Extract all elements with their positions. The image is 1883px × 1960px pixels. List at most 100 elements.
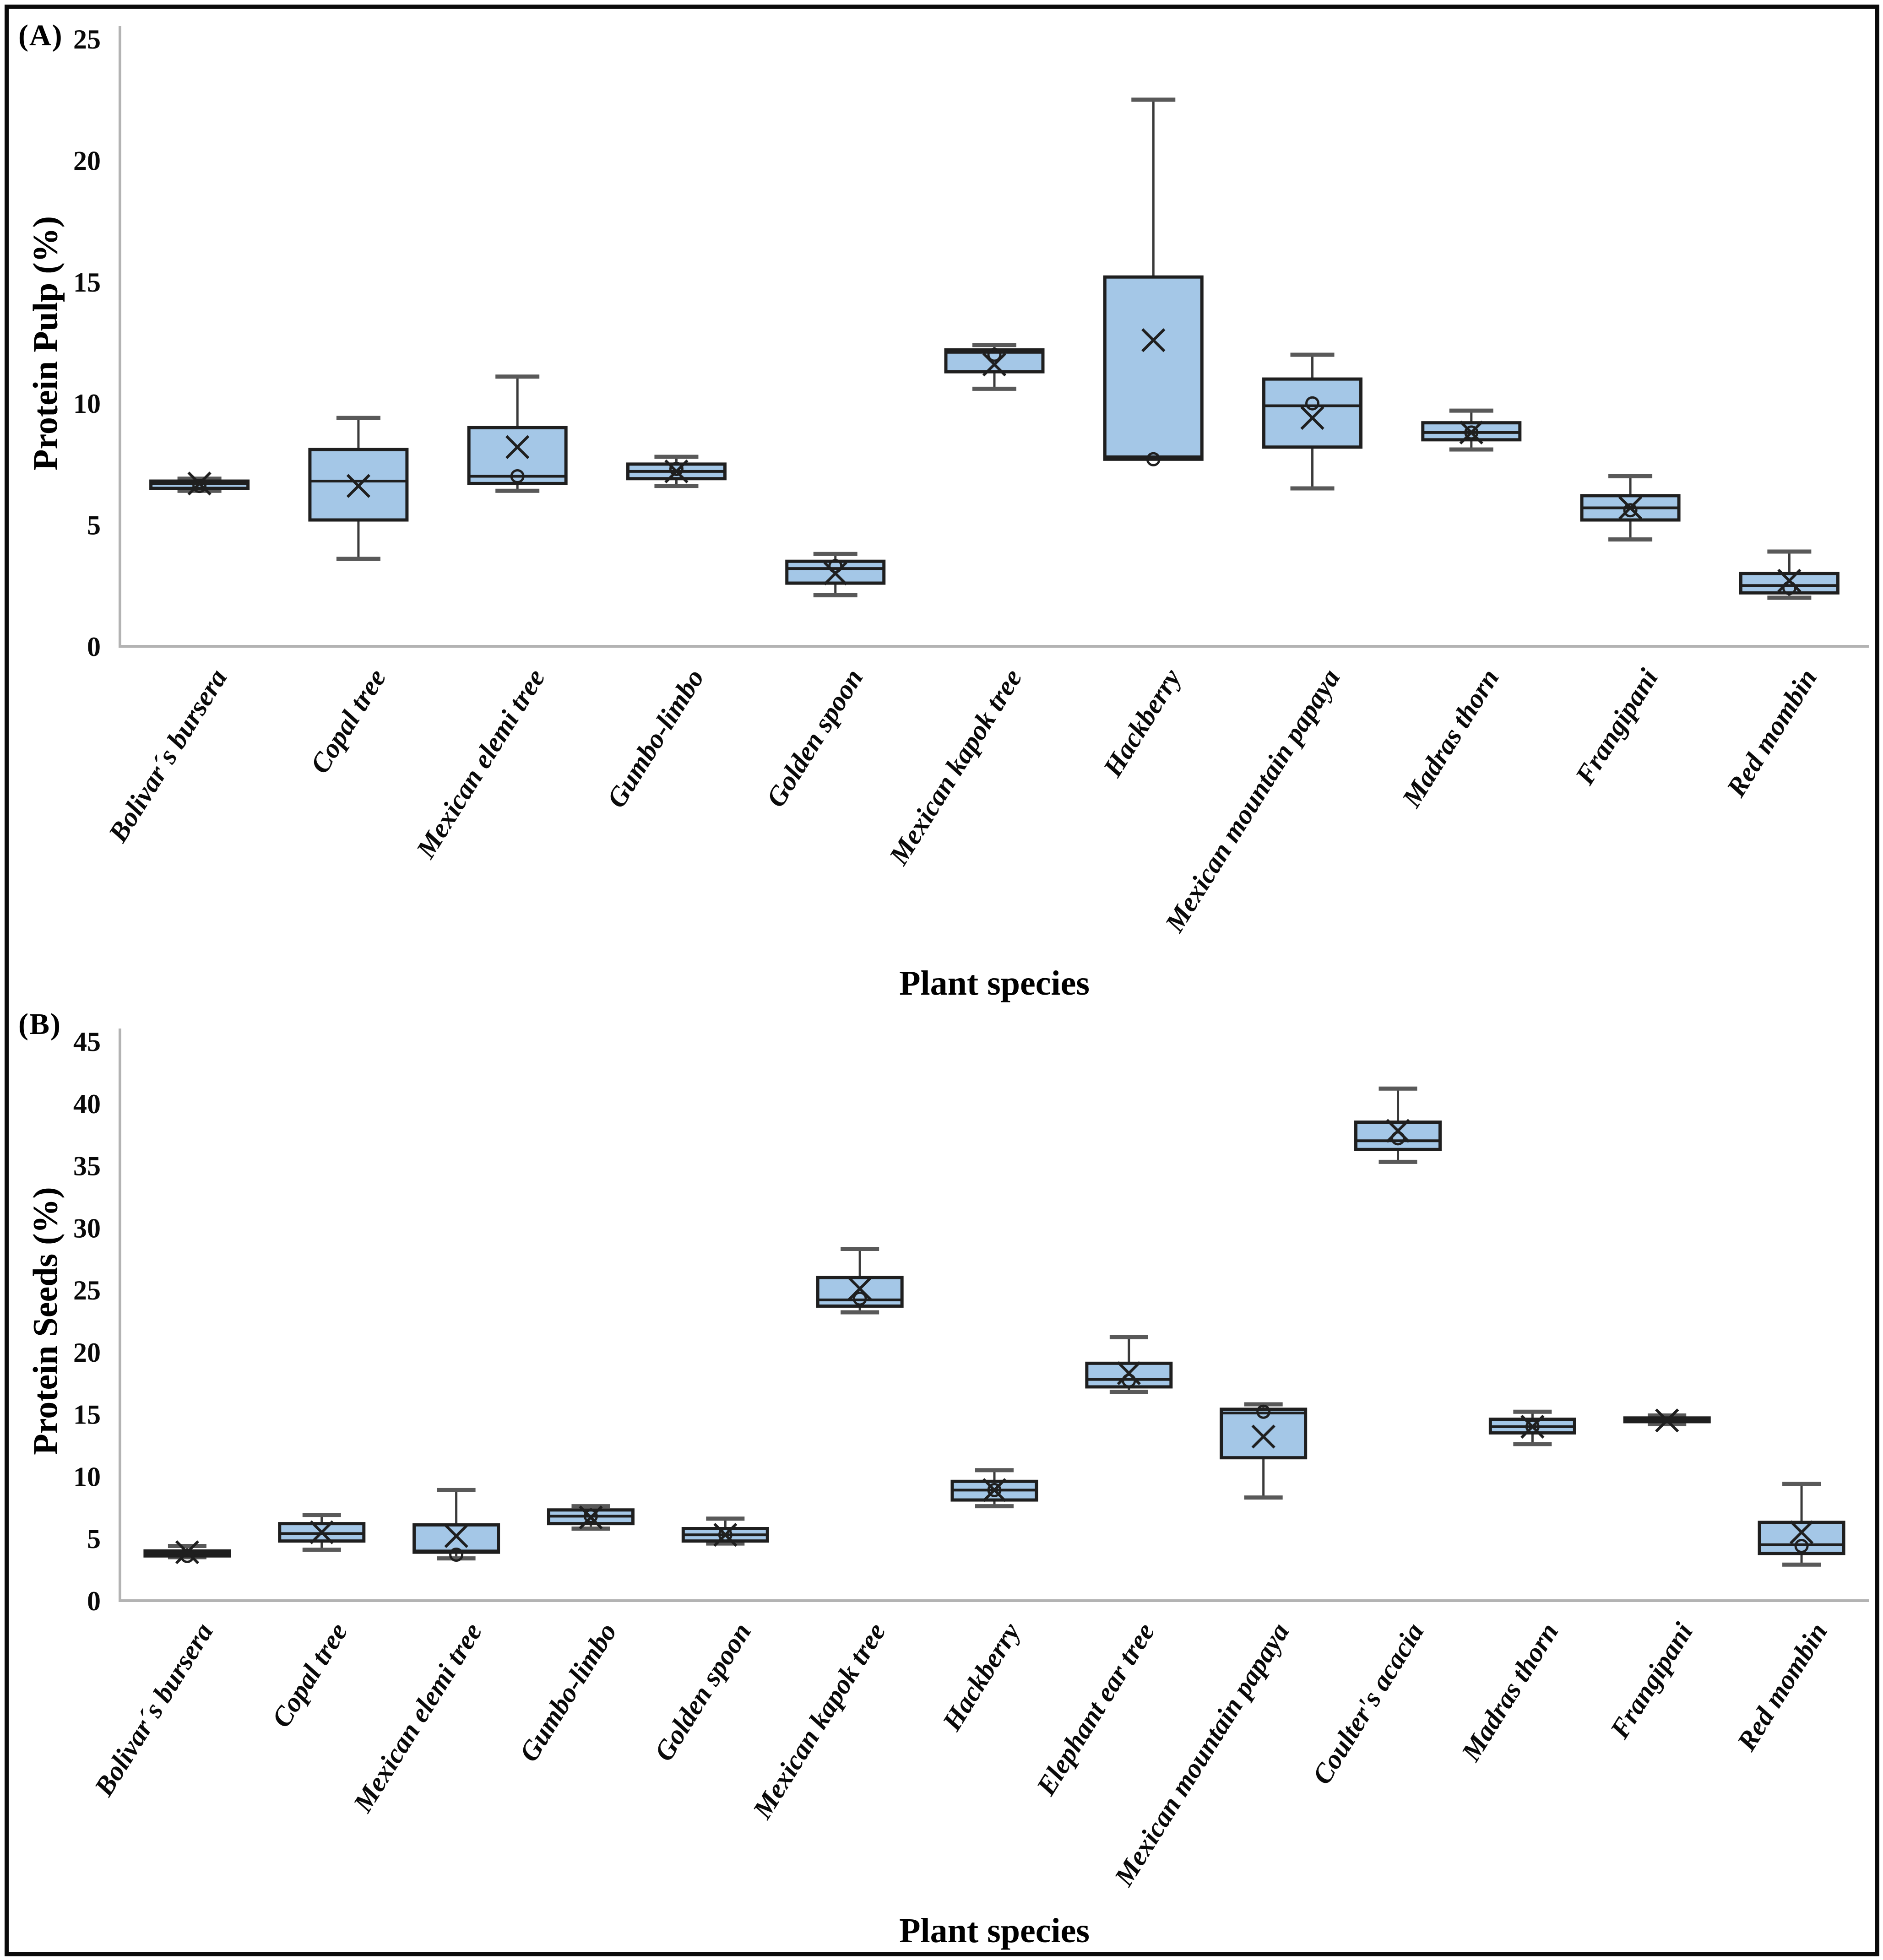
box-hackberry [950, 1468, 1038, 1509]
data-point-marker [192, 479, 207, 493]
data-point-marker [180, 1549, 195, 1563]
box-frangipani [1580, 474, 1681, 541]
data-point-marker [987, 347, 1002, 362]
box-coulter-s-acacia [1354, 1086, 1442, 1164]
box-copal-tree [308, 416, 409, 561]
x-category-label: Hackberry [1097, 664, 1187, 782]
y-tick-label: 20 [73, 1337, 101, 1368]
mean-x-marker [346, 474, 371, 498]
y-tick-label: 25 [73, 24, 101, 54]
box-red-mombin [1739, 549, 1840, 600]
iqr-box [1220, 1408, 1308, 1460]
panel-b-y-axis-title: Protein Seeds (%) [26, 1187, 65, 1455]
box-mexican-elemi-tree [412, 1488, 500, 1562]
x-category-label: Golden spoon [760, 664, 869, 812]
mean-x-marker [579, 1505, 603, 1530]
mean-x-marker [664, 459, 689, 483]
data-point-marker [987, 1483, 1002, 1497]
panel-a-y-axis-title: Protein Pulp (%) [26, 216, 65, 471]
mean-x-marker [444, 1524, 468, 1548]
box-bolivar-s-bursera [149, 471, 250, 496]
data-point-marker [1146, 452, 1161, 466]
panel-a-x-axis-title: Plant species [899, 964, 1090, 1002]
x-category-label: Bolivar´s bursera [102, 664, 233, 848]
panel-b-label: (B) [18, 1007, 61, 1041]
y-tick-label: 5 [87, 510, 101, 541]
y-tick-label: 45 [73, 1027, 101, 1057]
x-category-label: Elephant ear tree [1031, 1618, 1161, 1801]
panel-b-x-axis-title: Plant species [899, 1911, 1090, 1950]
box-mexican-mountain-papaya [1220, 1402, 1308, 1500]
box-bolivar-s-bursera [143, 1540, 231, 1565]
y-tick-label: 10 [73, 1462, 101, 1492]
box-mexican-kapok-tree [816, 1246, 904, 1315]
x-category-label: Frangipani [1604, 1618, 1699, 1744]
x-category-label: Bolivar´s bursera [88, 1618, 219, 1802]
box-gumbo-limbo [626, 455, 727, 488]
mean-x-marker [1141, 328, 1166, 352]
data-point-marker [852, 1291, 867, 1306]
y-tick-label: 0 [87, 632, 101, 662]
x-category-label: Copal tree [304, 664, 392, 779]
data-point-marker [583, 1509, 598, 1523]
panel-a-label: (A) [18, 19, 63, 52]
data-point-marker [669, 462, 684, 476]
iqr-box [1758, 1521, 1845, 1555]
box-gumbo-limbo [547, 1504, 635, 1531]
x-category-label: Hackberry [936, 1618, 1026, 1736]
y-tick-label: 40 [73, 1089, 101, 1119]
box-mexican-mountain-papaya [1262, 352, 1363, 491]
x-category-label: Frangipani [1569, 664, 1664, 790]
data-point-marker [1305, 396, 1320, 411]
mean-x-marker [823, 561, 847, 585]
y-tick-label: 5 [87, 1524, 101, 1554]
mean-x-marker [1386, 1119, 1410, 1143]
iqr-box [1262, 377, 1363, 449]
mean-x-marker [982, 352, 1007, 377]
mean-x-marker [1618, 496, 1643, 520]
data-point-marker [449, 1548, 464, 1562]
x-category-label: Golden spoon [648, 1618, 757, 1766]
box-copal-tree [278, 1513, 366, 1552]
y-tick-label: 25 [73, 1275, 101, 1305]
mean-x-marker [1520, 1414, 1545, 1439]
data-point-marker [1794, 1539, 1809, 1554]
box-madras-thorn [1488, 1409, 1576, 1446]
x-category-label: Madras thorn [1455, 1618, 1564, 1767]
y-tick-label: 15 [73, 267, 101, 298]
box-hackberry [1103, 97, 1204, 466]
x-category-label: Mexican mountain papaya [1159, 664, 1346, 937]
x-category-label: Madras thorn [1396, 664, 1505, 813]
data-point-marker [510, 469, 525, 483]
iqr-box [467, 426, 568, 485]
y-tick-label: 35 [73, 1151, 101, 1181]
mean-x-marker [1459, 420, 1483, 445]
box-red-mombin [1758, 1482, 1845, 1567]
mean-x-marker [309, 1520, 334, 1544]
box-elephant-ear-tree [1085, 1335, 1173, 1394]
mean-x-marker [1789, 1520, 1814, 1544]
x-category-label: Red mombin [1731, 1618, 1833, 1756]
mean-x-marker [187, 471, 212, 496]
box-mexican-elemi-tree [467, 374, 568, 493]
mean-x-marker [982, 1478, 1007, 1502]
boxplot-panel-b: 0 5 10 15 20 25 30 35 40 45 Bolivar´s bursera Copal… [73, 1027, 1869, 1891]
data-point-marker [718, 1527, 733, 1542]
mean-x-marker [1117, 1361, 1141, 1386]
x-category-label: Red mombin [1720, 664, 1823, 802]
data-point-marker [1525, 1419, 1540, 1434]
box-golden-spoon [785, 552, 886, 598]
y-tick-label: 20 [73, 146, 101, 176]
x-category-label: Gumbo-limbo [514, 1618, 623, 1767]
y-tick-label: 30 [73, 1213, 101, 1243]
data-point-marker [1623, 503, 1638, 518]
mean-x-marker [848, 1277, 872, 1301]
x-category-label: Mexican kapok tree [747, 1618, 891, 1824]
y-tick-label: 0 [87, 1586, 101, 1616]
mean-x-marker [505, 435, 530, 459]
box-golden-spoon [681, 1516, 769, 1547]
mean-x-marker [1251, 1424, 1275, 1449]
box-madras-thorn [1421, 408, 1522, 452]
